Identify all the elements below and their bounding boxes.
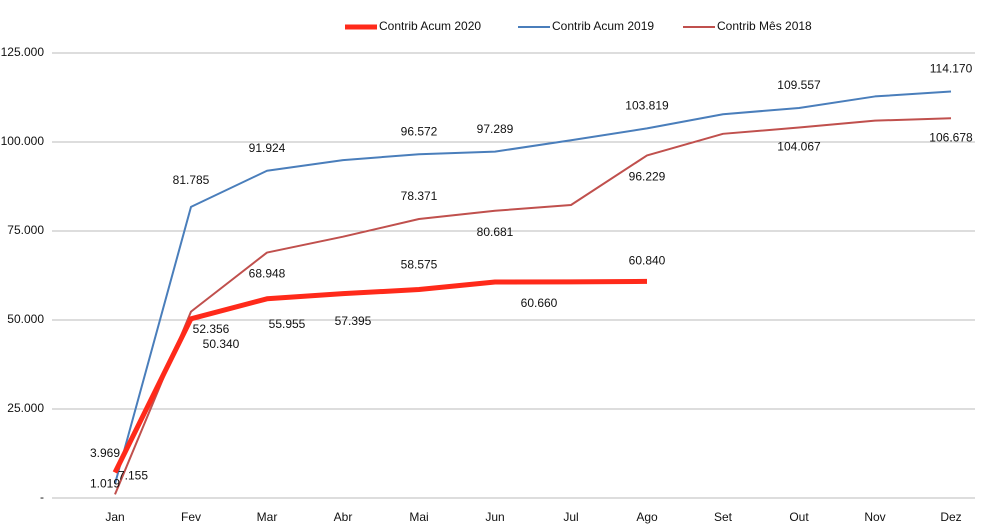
data-label: 68.948 bbox=[249, 267, 286, 281]
data-label: 80.681 bbox=[477, 225, 514, 239]
data-label: 109.557 bbox=[777, 78, 821, 92]
y-tick-label: - bbox=[40, 490, 44, 504]
y-tick-label: 100.000 bbox=[1, 134, 45, 148]
x-tick-label: Mai bbox=[409, 510, 428, 524]
data-label: 50.340 bbox=[203, 337, 240, 351]
data-label: 103.819 bbox=[625, 99, 669, 113]
data-label: 52.356 bbox=[193, 322, 230, 336]
x-tick-label: Mar bbox=[257, 510, 278, 524]
data-label: 81.785 bbox=[173, 173, 210, 187]
x-tick-label: Out bbox=[789, 510, 809, 524]
data-label: 7.155 bbox=[118, 469, 148, 483]
data-label: 97.289 bbox=[477, 122, 514, 136]
x-tick-label: Set bbox=[714, 510, 733, 524]
data-label: 1.019 bbox=[90, 477, 120, 491]
data-label: 58.575 bbox=[401, 258, 438, 272]
x-tick-label: Dez bbox=[940, 510, 961, 524]
x-tick-label: Jun bbox=[485, 510, 504, 524]
data-label: 104.067 bbox=[777, 140, 821, 154]
series-line bbox=[112, 278, 648, 474]
data-label: 60.660 bbox=[521, 296, 558, 310]
y-tick-label: 25.000 bbox=[7, 401, 44, 415]
data-label: 96.572 bbox=[401, 124, 438, 138]
x-tick-label: Nov bbox=[864, 510, 885, 524]
x-tick-label: Ago bbox=[636, 510, 658, 524]
data-label: 91.924 bbox=[249, 141, 286, 155]
data-label: 60.840 bbox=[629, 254, 666, 268]
series-line bbox=[114, 90, 952, 485]
legend-label: Contrib Acum 2019 bbox=[552, 19, 654, 33]
data-label: 3.969 bbox=[90, 446, 120, 460]
data-label: 57.395 bbox=[335, 314, 372, 328]
x-tick-label: Abr bbox=[334, 510, 353, 524]
y-tick-label: 75.000 bbox=[7, 223, 44, 237]
y-tick-label: 125.000 bbox=[1, 45, 45, 59]
legend-label: Contrib Mês 2018 bbox=[717, 19, 812, 33]
data-label: 114.170 bbox=[930, 62, 973, 76]
data-label: 55.955 bbox=[269, 317, 306, 331]
data-label: 96.229 bbox=[629, 170, 666, 184]
x-tick-label: Jul bbox=[563, 510, 578, 524]
x-tick-label: Fev bbox=[181, 510, 201, 524]
legend-label: Contrib Acum 2020 bbox=[379, 19, 481, 33]
y-tick-label: 50.000 bbox=[7, 312, 44, 326]
data-label: 106.678 bbox=[929, 130, 973, 144]
data-label: 78.371 bbox=[401, 189, 438, 203]
x-tick-label: Jan bbox=[105, 510, 124, 524]
series-line bbox=[114, 117, 952, 495]
